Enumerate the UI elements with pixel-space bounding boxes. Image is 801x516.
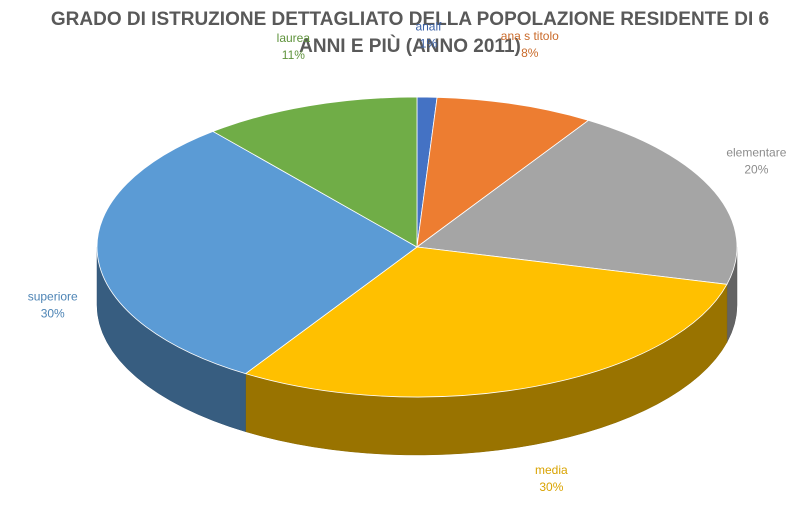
pie-slice bbox=[416, 96, 590, 248]
slice-label: elementare bbox=[726, 146, 786, 160]
pie-slice bbox=[96, 130, 418, 375]
slice-label: laurea bbox=[277, 31, 311, 45]
slice-label: analf bbox=[415, 19, 442, 33]
slice-value-label: 11% bbox=[282, 48, 305, 62]
slice-value-label: 30% bbox=[539, 480, 563, 494]
chart-title: GRADO DI ISTRUZIONE DETTAGLIATO DELLA PO… bbox=[50, 9, 770, 57]
slice-value-label: 1% bbox=[420, 36, 438, 50]
slice-value-label: 30% bbox=[41, 307, 65, 321]
slice-value-label: 20% bbox=[744, 163, 768, 177]
slice-value-label: 8% bbox=[521, 46, 539, 60]
slice-label: superiore bbox=[28, 290, 78, 304]
pie-slice bbox=[244, 246, 728, 398]
slice-label: ana s titolo bbox=[501, 29, 559, 43]
pie-slice bbox=[212, 96, 418, 248]
pie-slice bbox=[415, 119, 738, 285]
slice-label: media bbox=[535, 463, 568, 477]
